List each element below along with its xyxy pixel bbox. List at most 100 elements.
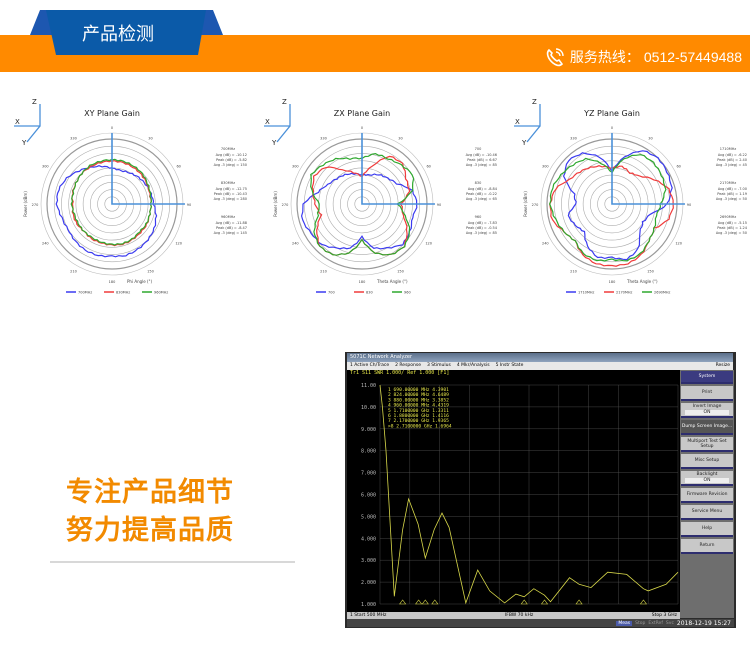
stats-line: Avg -3 (deg) = 145 [214, 231, 247, 235]
y-tick: 8.000 [361, 449, 376, 455]
menu-item[interactable]: 5 Instr State [495, 363, 524, 368]
window-title: 5071C Network Analyzer [347, 353, 733, 362]
angle-axis-label: Phi Angle (°) [127, 279, 153, 284]
divider [50, 561, 295, 563]
axis-label-y: Y [521, 139, 527, 147]
softkey-label: System [698, 374, 716, 379]
stats-heading: 960MHz [221, 215, 235, 219]
softkey-firmware-revision[interactable]: Firmware Revision [681, 488, 733, 503]
ifbw: IFBW 70 kHz [504, 613, 534, 618]
angle-tick: 330 [70, 136, 77, 140]
stats-line: Peak (dB) = -0.54 [466, 226, 498, 230]
softkey-label: Backlight [696, 472, 718, 477]
swr-trace [379, 384, 679, 605]
angle-tick: 180 [609, 280, 616, 284]
menu-item[interactable]: 2 Response [395, 363, 421, 368]
polar-chart: ZX Plane Gain Z X Y 0 30 60 90 120 150 180 210 240 27… [264, 98, 498, 295]
angle-tick: 330 [570, 136, 577, 140]
softkey-label: Service Menu [691, 509, 723, 514]
series-curve [300, 172, 418, 250]
series-curve [70, 158, 153, 246]
stats-line: Avg -3 (deg) = 50 [716, 231, 747, 235]
marker-triangle [520, 599, 528, 605]
axis-label-y: Y [21, 139, 27, 147]
softkey-label: Multiport Test Set Setup [687, 438, 727, 449]
stats-heading: 700MHz [221, 147, 235, 151]
angle-tick: 120 [425, 242, 432, 246]
marker-readout: 3 880.00000 MHz 3.3852 [388, 397, 449, 403]
menu-item[interactable]: 4 Mkr/Analysis [456, 363, 490, 368]
stats-line: Peak (dB) = 2.40 [717, 158, 747, 162]
datetime: 2018-12-19 15:27 [676, 619, 731, 627]
softkey-dump-screen-image-[interactable]: Dump Screen Image... [681, 420, 733, 435]
angle-axis-label: Theta Angle (°) [626, 279, 658, 284]
angle-tick: 90 [437, 203, 441, 207]
polar-chart: YZ Plane Gain Z X Y 0 30 60 90 120 150 180 210 240 27… [514, 98, 748, 295]
resize-button[interactable]: Resize [715, 363, 730, 368]
chart-title: YZ Plane Gain [583, 109, 640, 118]
marker-readout: 5 1.7100000 GHz 1.3311 [388, 408, 449, 414]
softkey-backlight[interactable]: Backlight ON [681, 471, 733, 486]
angle-tick: 60 [176, 165, 180, 169]
hotline-number: 0512-57449488 [643, 49, 742, 65]
angle-tick: 120 [175, 242, 182, 246]
angle-tick: 180 [359, 280, 366, 284]
stats-line: Peak (dB) = 1.24 [717, 226, 748, 230]
softkey-multiport-test-set-setup[interactable]: Multiport Test Set Setup [681, 437, 733, 452]
polar-axis-lines [611, 133, 685, 205]
softkey-label: Help [701, 526, 713, 531]
series-curve [562, 150, 673, 261]
sweep-footer: 1 Start 500 MHz IFBW 70 kHz Stop 3 GHz [347, 612, 680, 619]
softkey-system[interactable]: System [681, 371, 733, 384]
stats-heading: 2690MHz [720, 215, 737, 219]
angle-tick: 300 [42, 165, 49, 169]
softkey-service-menu[interactable]: Service Menu [681, 505, 733, 520]
legend-label: 700MHz [78, 291, 92, 295]
marker-readout: >8 2.7100000 GHz 1.6964 [388, 423, 452, 429]
stats-heading: 960 [475, 215, 482, 219]
axis-triad-icon [264, 104, 291, 143]
softkey-label: Firmware Revision [686, 492, 728, 497]
softkey-return[interactable]: Return [681, 539, 733, 554]
polar-chart: XY Plane Gain Z X Y 0 30 60 90 120 150 180 210 240 27… [14, 98, 247, 295]
legend-label: 700 [328, 291, 335, 295]
stats-line: Avg (dB) = -7.83 [468, 221, 497, 225]
angle-tick: 300 [542, 165, 549, 169]
softkey-print[interactable]: Print [681, 386, 733, 401]
angle-tick: 270 [282, 203, 289, 207]
angle-tick: 330 [320, 136, 327, 140]
y-tick: 10.00 [361, 405, 376, 411]
legend-label: 960MHz [154, 291, 168, 295]
angle-tick: 300 [292, 165, 299, 169]
softkey-value: ON [685, 410, 729, 415]
softkey-misc-setup[interactable]: Misc Setup [681, 454, 733, 469]
menu-bar: 1 Active Ch/Trace 2 Response 3 Stimulus … [347, 362, 733, 370]
legend-label: 2170MHz [616, 291, 633, 295]
softkey-help[interactable]: Help [681, 522, 733, 537]
swr-plot: 11.00 10.00 9.000 8.000 7.000 6.000 5.000 4.000… [347, 377, 680, 612]
angle-tick: 150 [397, 270, 404, 274]
menu-item[interactable]: 1 Active Ch/Trace [350, 363, 390, 368]
legend-label: 830MHz [116, 291, 130, 295]
menu-item[interactable]: 3 Stimulus [427, 363, 451, 368]
angle-tick: 0 [611, 126, 613, 130]
stats-line: Avg (dB) = -10.46 [466, 153, 497, 157]
marker-readout: 7 2.1700000 GHz 1.9365 [388, 418, 449, 424]
angle-tick: 240 [292, 242, 299, 246]
angle-tick: 60 [676, 165, 680, 169]
y-tick: 5.000 [361, 514, 376, 520]
softkey-invert-image[interactable]: Invert Image ON [681, 403, 733, 418]
angle-tick: 30 [648, 136, 652, 140]
marker-readout: 2 824.00000 MHz 4.6489 [388, 392, 449, 398]
stats-line: Avg -3 (deg) = 85 [466, 163, 497, 167]
stats-heading: 830MHz [221, 181, 235, 185]
series-curve [549, 154, 667, 262]
angle-tick: 150 [647, 270, 654, 274]
marker-triangle [399, 599, 407, 605]
stats-line: Avg (dB) = -12.75 [216, 187, 247, 191]
stats-line: Avg -3 (deg) = 45 [716, 163, 747, 167]
angle-tick: 240 [542, 242, 549, 246]
softkey-label: Invert Image [692, 404, 722, 409]
softkey-panel: System Print Invert Image ON Dump Screen Ima… [680, 370, 734, 618]
softkey-value: ON [685, 478, 729, 483]
